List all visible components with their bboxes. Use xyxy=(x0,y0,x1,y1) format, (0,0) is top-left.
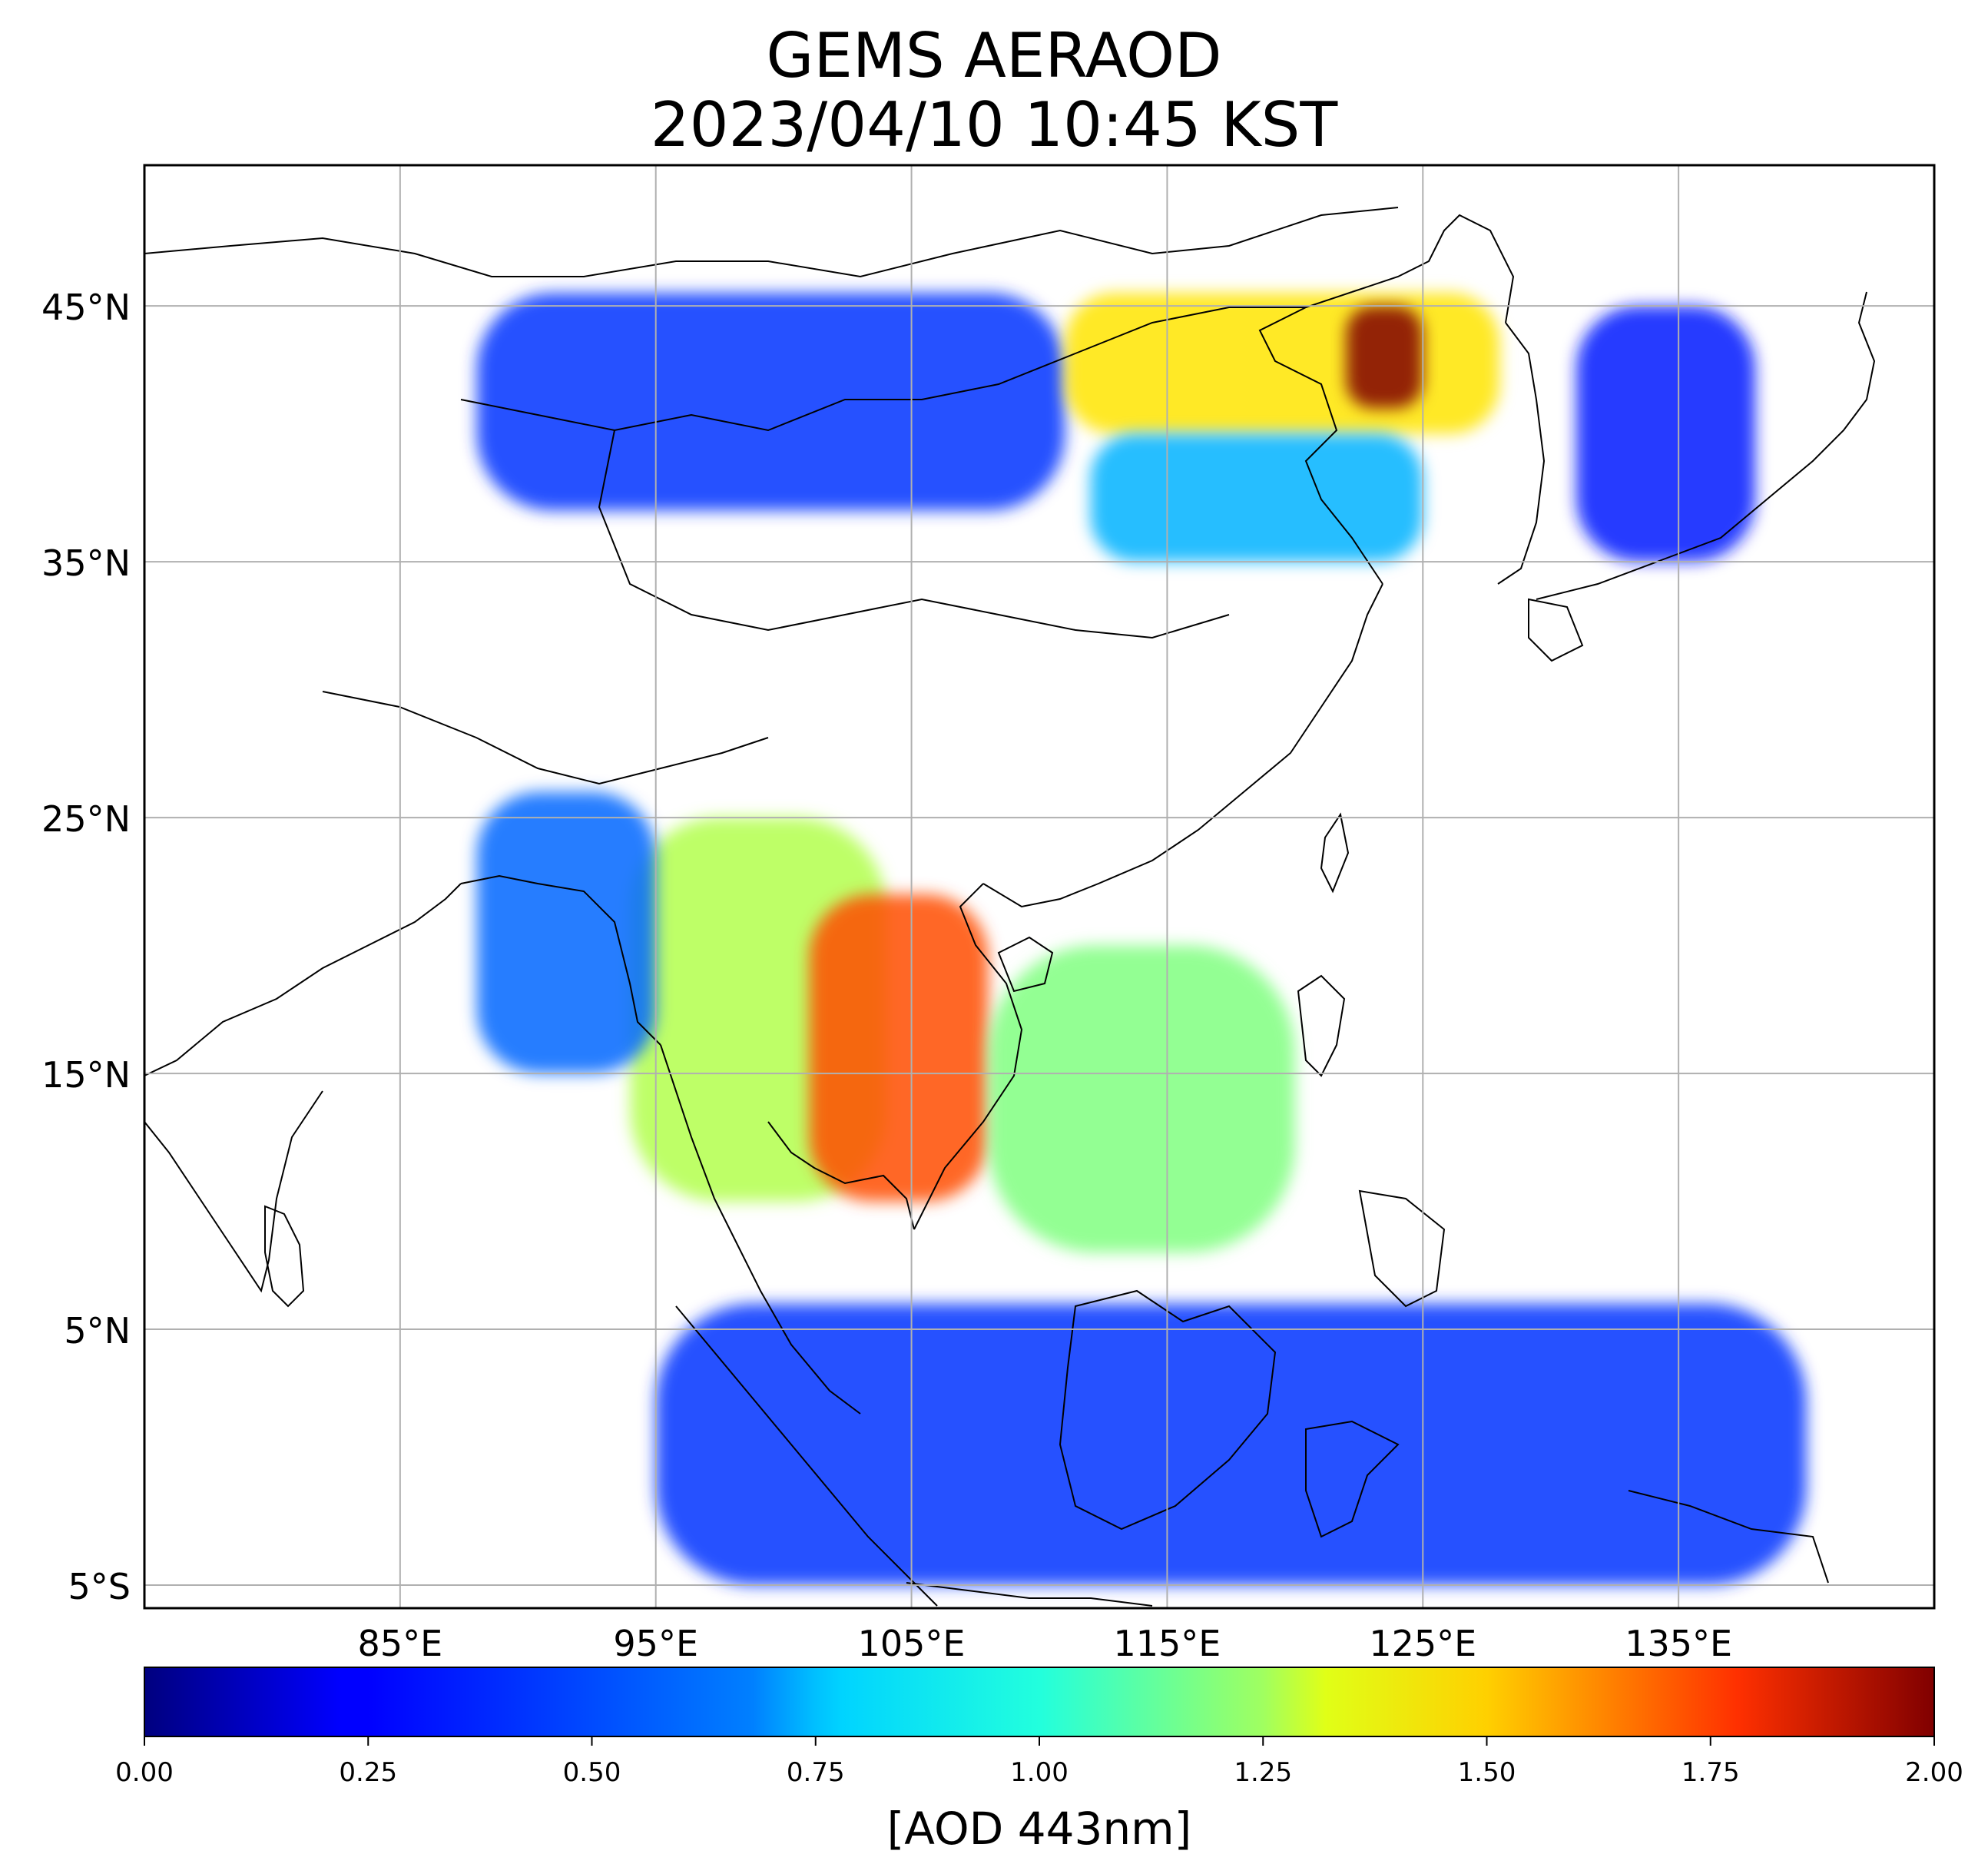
coastline-philippines-luzon xyxy=(1297,974,1346,1077)
coastline-vietnam xyxy=(913,883,1023,1230)
lon-tick-label: 115°E xyxy=(1113,1623,1221,1664)
lat-tick-label: 15°N xyxy=(41,1054,131,1096)
coastline-korea xyxy=(1497,322,1546,585)
coastline-south-china xyxy=(982,583,1383,908)
map-title-line1: GEMS AERAOD xyxy=(766,20,1222,91)
colorbar-tick-label: 0.25 xyxy=(339,1757,397,1788)
coastline-java xyxy=(906,1582,1153,1607)
lat-tick-label: 5°N xyxy=(64,1310,131,1352)
lon-tick-label: 95°E xyxy=(613,1623,698,1664)
aod-region-0 xyxy=(476,293,1065,511)
coastline-sri-lanka xyxy=(264,1205,305,1308)
aod-region-8 xyxy=(988,945,1295,1253)
aod-region-4 xyxy=(1576,306,1755,562)
aod-region-2 xyxy=(1346,306,1423,409)
coastline-india xyxy=(144,883,462,1076)
coastline-hainan xyxy=(997,936,1054,993)
coastline-bangladesh-myanmar xyxy=(460,874,661,1046)
aod-region-9 xyxy=(655,1303,1807,1586)
coastline-sulawesi xyxy=(1305,1420,1400,1538)
lat-tick-label: 45°N xyxy=(41,287,131,328)
longitude-labels: 85°E 95°E 105°E 115°E 125°E 135°E xyxy=(358,1623,1733,1664)
coastline-philippines-mindanao xyxy=(1358,1189,1446,1308)
coastline-new-guinea xyxy=(1628,1490,1829,1584)
lat-tick-label: 5°S xyxy=(68,1566,131,1607)
colorbar-tick-label: 1.75 xyxy=(1682,1757,1740,1788)
map-title-line2: 2023/04/10 10:45 KST xyxy=(650,89,1338,161)
lon-tick-label: 125°E xyxy=(1369,1623,1476,1664)
lat-tick-label: 25°N xyxy=(41,798,131,840)
coastline-bohai xyxy=(1351,214,1515,323)
colorbar-tick-label: 1.00 xyxy=(1010,1757,1069,1788)
border-china-inland xyxy=(598,430,1230,639)
aod-region-6 xyxy=(809,894,989,1202)
coastline-borneo xyxy=(1059,1289,1277,1531)
coastline-kyushu xyxy=(1528,598,1584,662)
colorbar-tick-label: 0.75 xyxy=(787,1757,845,1788)
border-himalaya xyxy=(322,691,769,785)
lon-tick-label: 85°E xyxy=(358,1623,443,1664)
aod-region-1 xyxy=(1065,293,1500,434)
coastlines xyxy=(144,207,1876,1607)
coastline-india-south xyxy=(144,1090,323,1293)
graticule xyxy=(144,165,1934,1608)
colorbar-tick-label: 2.00 xyxy=(1905,1757,1963,1788)
latitude-labels: 45°N 35°N 25°N 15°N 5°N 5°S xyxy=(41,287,131,1607)
colorbar-tick-label: 0.00 xyxy=(115,1757,174,1788)
colorbar-tick-label: 0.50 xyxy=(563,1757,621,1788)
colorbar xyxy=(144,1667,1935,1737)
lat-tick-label: 35°N xyxy=(41,542,131,584)
coastline-myanmar-malaya xyxy=(660,1044,861,1415)
border-china-mongolia xyxy=(460,307,1306,432)
coastline-japan xyxy=(1536,291,1876,600)
aod-region-3 xyxy=(1090,433,1423,562)
colorbar-tick-label: 1.25 xyxy=(1234,1757,1292,1788)
border-russia xyxy=(144,207,1399,278)
coastline-thailand-gulf xyxy=(767,1121,915,1230)
coastline-sumatra xyxy=(675,1305,938,1607)
colorbar-tick-label: 1.50 xyxy=(1458,1757,1516,1788)
colorbar-label: [AOD 443nm] xyxy=(887,1803,1192,1855)
coastline-east-china xyxy=(1258,291,1383,585)
colorbar-ticks: 0.00 0.25 0.50 0.75 1.00 1.25 1.50 1.75 2.00 xyxy=(115,1736,1963,1788)
lon-tick-label: 105°E xyxy=(858,1623,966,1664)
aod-region-7 xyxy=(476,791,656,1074)
lon-tick-label: 135°E xyxy=(1625,1623,1732,1664)
map-frame xyxy=(143,164,1936,1610)
aod-field xyxy=(476,293,1807,1586)
